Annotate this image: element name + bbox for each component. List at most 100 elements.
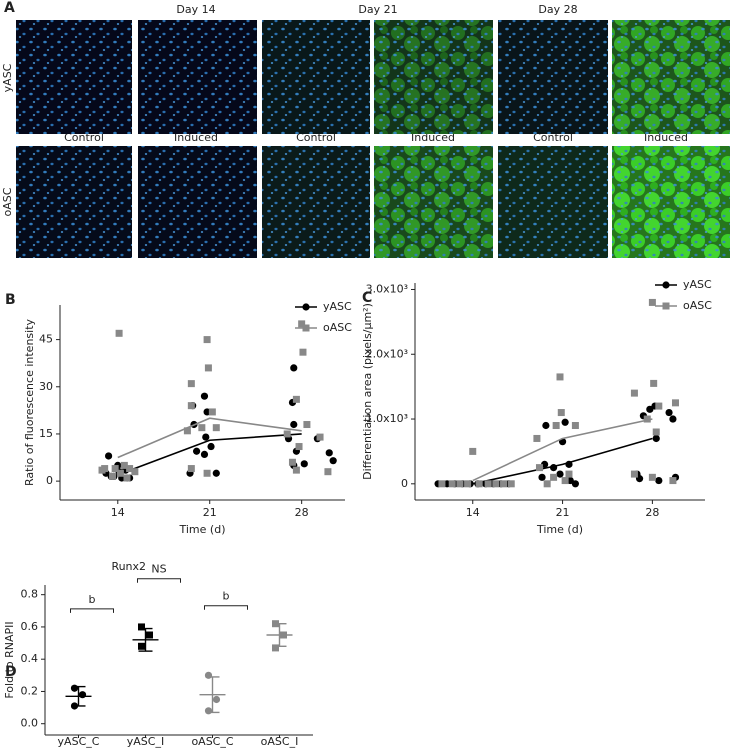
- point: [669, 477, 677, 485]
- point: [70, 684, 79, 692]
- point: [630, 389, 638, 397]
- day-label: Day 21: [358, 3, 397, 16]
- point: [98, 466, 106, 474]
- point: [146, 631, 153, 639]
- nuclei: [498, 146, 608, 258]
- nuclei: [262, 20, 370, 134]
- point: [280, 631, 287, 639]
- point: [126, 465, 134, 473]
- point: [571, 422, 579, 430]
- point: [203, 469, 211, 477]
- nuclei: [138, 146, 257, 258]
- x-tick-label: yASC_C: [58, 735, 100, 748]
- legend-marker: [662, 281, 670, 289]
- point: [556, 373, 564, 381]
- y-tick-label: 0.2: [21, 684, 39, 697]
- y-tick-label: 0.8: [21, 588, 39, 601]
- y-tick-label: 0: [46, 474, 53, 487]
- nuclei: [262, 146, 370, 258]
- panel-label: B: [5, 292, 16, 308]
- point: [212, 695, 221, 704]
- condition-label: Induced: [411, 131, 455, 144]
- point: [116, 469, 124, 477]
- point: [200, 392, 209, 400]
- nuclei: [498, 20, 608, 134]
- point: [533, 434, 541, 442]
- point: [475, 480, 483, 488]
- point: [507, 480, 515, 488]
- x-tick-label: oASC_I: [261, 735, 299, 748]
- mean-line: [117, 417, 302, 459]
- point: [203, 336, 211, 344]
- point: [138, 623, 145, 631]
- legend-marker: [302, 324, 310, 332]
- mean-line: [472, 437, 653, 485]
- row-label: oASC: [1, 187, 14, 216]
- point: [648, 473, 656, 481]
- nuclei: [612, 20, 730, 134]
- point: [556, 470, 564, 478]
- point: [138, 642, 145, 650]
- x-axis-label: Time (d): [179, 523, 226, 536]
- point: [183, 427, 191, 435]
- condition-label: Induced: [644, 131, 688, 144]
- significance-bracket: [70, 608, 114, 613]
- legend-label: yASC: [683, 278, 712, 291]
- point: [207, 442, 215, 451]
- point: [78, 691, 87, 699]
- y-tick-label: 30: [39, 380, 53, 393]
- condition-label: Control: [533, 131, 573, 144]
- point: [204, 364, 212, 372]
- point: [552, 422, 560, 430]
- point: [115, 329, 123, 337]
- point: [464, 480, 472, 488]
- condition-label: Induced: [174, 131, 218, 144]
- point: [104, 452, 113, 460]
- significance-bracket: [137, 578, 181, 583]
- legend-marker: [662, 302, 670, 310]
- legend-label: yASC: [323, 300, 352, 313]
- point: [650, 379, 658, 387]
- point: [655, 402, 663, 410]
- panel-label: D: [5, 664, 17, 680]
- point: [669, 415, 677, 423]
- x-tick-label: oASC_C: [191, 735, 233, 748]
- point: [655, 476, 663, 485]
- point: [212, 469, 220, 477]
- point: [565, 470, 573, 478]
- point: [109, 472, 117, 480]
- point: [111, 465, 119, 473]
- point: [648, 298, 656, 306]
- x-tick-label: 14: [466, 506, 480, 519]
- y-axis-label: Fold to RNAPII: [3, 621, 16, 698]
- x-tick-label: 28: [295, 506, 309, 519]
- point: [643, 415, 651, 423]
- point: [131, 468, 139, 476]
- point: [500, 480, 508, 488]
- point: [665, 408, 673, 417]
- point: [202, 433, 210, 441]
- point: [561, 477, 569, 485]
- point: [272, 620, 279, 628]
- mean-line: [472, 418, 653, 482]
- point: [324, 468, 332, 476]
- point: [484, 480, 492, 488]
- point: [538, 473, 546, 481]
- point: [469, 447, 477, 455]
- y-axis-label: Ratio of fluorescence intensity: [23, 318, 36, 486]
- point: [187, 465, 195, 473]
- point: [299, 348, 307, 356]
- point: [448, 480, 456, 488]
- nuclei: [138, 20, 257, 134]
- point: [325, 449, 333, 457]
- point: [204, 671, 213, 679]
- point: [290, 364, 298, 372]
- y-tick-label: 0.6: [21, 620, 39, 633]
- y-tick-label: 2.0x10³: [366, 347, 408, 360]
- panel-label: C: [362, 290, 372, 306]
- chart-title: Runx2: [111, 560, 146, 573]
- nuclei: [16, 146, 132, 258]
- point: [456, 480, 464, 488]
- significance-label: b: [89, 593, 96, 606]
- x-axis-label: Time (d): [536, 523, 583, 536]
